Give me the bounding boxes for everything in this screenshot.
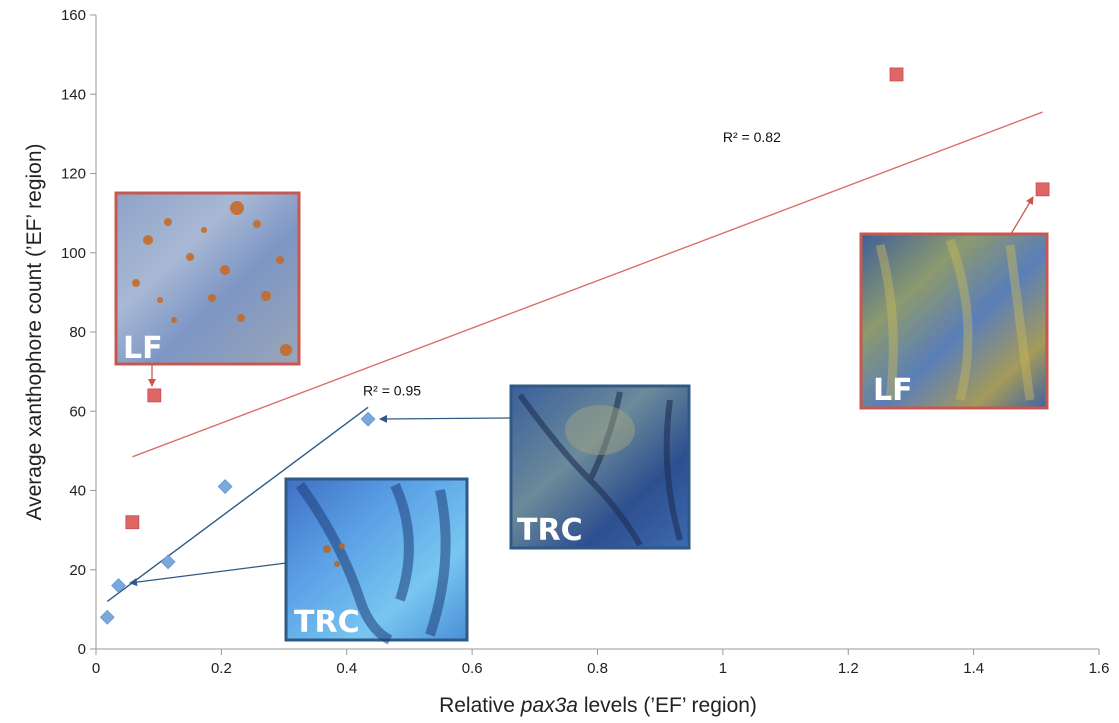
- inset-lf-right-label: LF: [873, 373, 913, 408]
- callout-trc-bottom: [129, 562, 287, 587]
- x-tick-label: 1.6: [1089, 660, 1110, 677]
- x-axis-title-gene: pax3a: [520, 694, 578, 717]
- x-tick-label: 0: [92, 660, 100, 677]
- inset-lf-right-streaks: [875, 238, 1035, 402]
- y-tick-label: 40: [69, 483, 86, 500]
- data-point-square: [147, 388, 162, 403]
- x-axis-title-part-1: Relative: [439, 694, 521, 717]
- x-tick-label: 1.2: [838, 660, 859, 677]
- y-tick-label: 60: [69, 403, 86, 420]
- data-point-square: [889, 67, 904, 82]
- y-tick-label: 100: [61, 245, 86, 262]
- y-tick-label: 0: [78, 641, 86, 658]
- callout-lf-right: [1010, 196, 1034, 235]
- data-points: [99, 67, 1050, 625]
- y-axis-title: Average xanthophore count (’EF’ region): [23, 143, 46, 520]
- axes: 0 20 40 60 80 100 120 140 160 0 0.2 0.4 0.6 0.8 1 1.2 1…: [61, 7, 1109, 677]
- data-point-square: [125, 515, 140, 530]
- y-ticks: 0 20 40 60 80 100 120 140 160: [61, 7, 96, 658]
- trendlines: [106, 111, 1043, 603]
- inset-trc-middle-label: TRC: [517, 513, 583, 548]
- inset-trc-bottom-spots: [323, 543, 345, 567]
- r2-label: R² = 0.82: [723, 129, 781, 145]
- inset-trc-middle-ridges: [517, 391, 683, 547]
- inset-trc-bottom-ridges: [295, 482, 451, 645]
- y-tick-label: 120: [61, 166, 86, 183]
- inset-lf-right-image: [859, 232, 1049, 410]
- data-point-diamond: [99, 609, 115, 625]
- data-point-square: [1035, 182, 1050, 197]
- x-axis-title: Relative pax3a levels (’EF’ region): [439, 694, 757, 717]
- inset-lf-left-image: [114, 191, 301, 366]
- r2-labels: R² = 0.82 R² = 0.95: [363, 129, 781, 399]
- inset-lf-left: LF: [114, 191, 301, 366]
- x-tick-label: 0.4: [336, 660, 357, 677]
- data-point-diamond: [111, 578, 126, 594]
- inset-trc-middle-image: [509, 384, 691, 550]
- x-axis-title-part-2: levels (’EF’ region): [578, 694, 757, 717]
- x-tick-label: 0.8: [587, 660, 608, 677]
- data-point-diamond: [217, 479, 233, 494]
- y-tick-label: 20: [69, 562, 86, 579]
- y-tick-label: 160: [61, 7, 86, 24]
- y-tick-label: 140: [61, 86, 86, 103]
- inset-trc-bottom: TRC: [284, 477, 469, 645]
- data-point-diamond: [160, 554, 176, 570]
- x-tick-label: 1: [719, 660, 727, 677]
- y-tick-label: 80: [69, 324, 86, 341]
- inset-trc-bottom-label: TRC: [294, 605, 360, 640]
- trendline-square: [132, 111, 1043, 458]
- inset-lf-left-label: LF: [123, 331, 163, 366]
- r2-label: R² = 0.95: [363, 382, 421, 398]
- inset-trc-middle: TRC: [509, 384, 691, 550]
- x-ticks: 0 0.2 0.4 0.6 0.8 1 1.2 1.4 1.6: [92, 649, 1110, 677]
- inset-lf-right: LF: [859, 232, 1049, 410]
- x-tick-label: 0.6: [462, 660, 483, 677]
- data-point-diamond: [360, 411, 376, 427]
- trendline-diamond: [106, 406, 369, 603]
- inset-lf-left-spots: [132, 201, 292, 356]
- callouts: [129, 196, 1034, 587]
- inset-trc-middle-highlight: [565, 405, 635, 455]
- callout-trc-middle: [379, 414, 512, 423]
- insets: LF TRC TRC: [114, 191, 1049, 645]
- x-tick-label: 1.4: [963, 660, 984, 677]
- x-tick-label: 0.2: [211, 660, 232, 677]
